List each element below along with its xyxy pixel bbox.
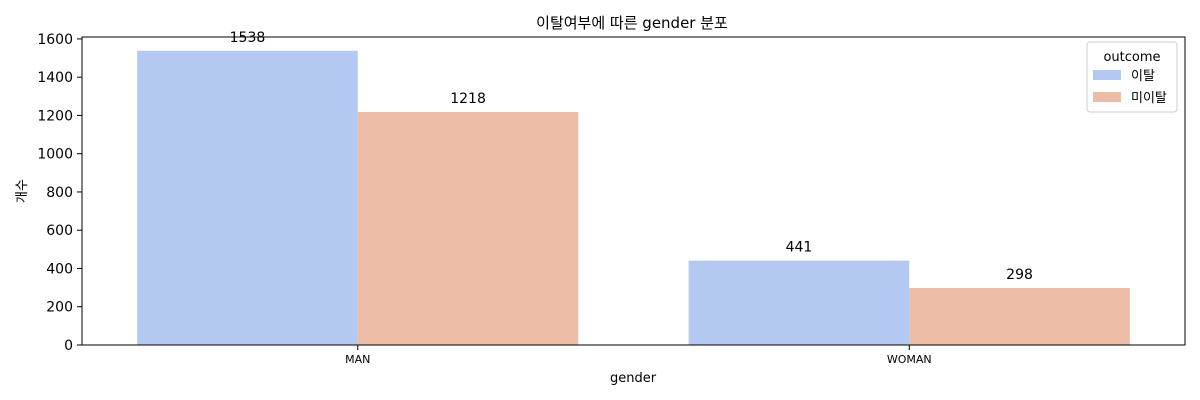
legend-label-churn: 이탈: [1131, 69, 1155, 84]
y-tick-label: 1000: [37, 147, 73, 163]
data-label-woman-series-1: 298: [1006, 267, 1033, 283]
x-axis: MAN WOMAN: [345, 345, 932, 366]
data-label-man-series-0: 1538: [230, 30, 266, 46]
bar-man-series-0: [137, 50, 358, 346]
bar-man-series-1: [357, 111, 579, 346]
legend-title: outcome: [1103, 50, 1160, 65]
x-tick-label-man: MAN: [345, 353, 370, 366]
bars-layer: [137, 50, 1130, 346]
legend-swatch-churn: [1093, 70, 1121, 80]
x-axis-title: gender: [610, 371, 657, 386]
y-axis: 0 200 400 600 800 1000 1200 1400 1600: [37, 32, 82, 354]
y-tick-label: 200: [46, 300, 73, 316]
bar-woman-series-1: [909, 287, 1130, 345]
bar-woman-series-0: [688, 260, 910, 345]
legend-swatch-retained: [1093, 92, 1121, 102]
chart-title: 이탈여부에 따른 gender 분포: [536, 14, 728, 32]
data-labels-layer: 1538 1218 441 298: [230, 30, 1033, 283]
data-label-woman-series-0: 441: [786, 240, 813, 256]
legend-label-retained: 미이탈: [1131, 91, 1167, 106]
y-tick-label: 400: [46, 261, 73, 277]
y-axis-title: 개수: [15, 179, 30, 203]
legend: outcome 이탈 미이탈: [1086, 41, 1178, 113]
y-tick-label: 1400: [37, 70, 73, 86]
data-label-man-series-1: 1218: [450, 91, 486, 107]
y-tick-label: 800: [46, 185, 73, 201]
y-tick-label: 600: [46, 223, 73, 239]
plot-frame: [81, 36, 1186, 346]
y-tick-label: 1200: [37, 108, 73, 124]
y-tick-label: 1600: [37, 32, 73, 48]
y-tick-label: 0: [64, 338, 73, 354]
x-tick-label-woman: WOMAN: [887, 353, 932, 366]
